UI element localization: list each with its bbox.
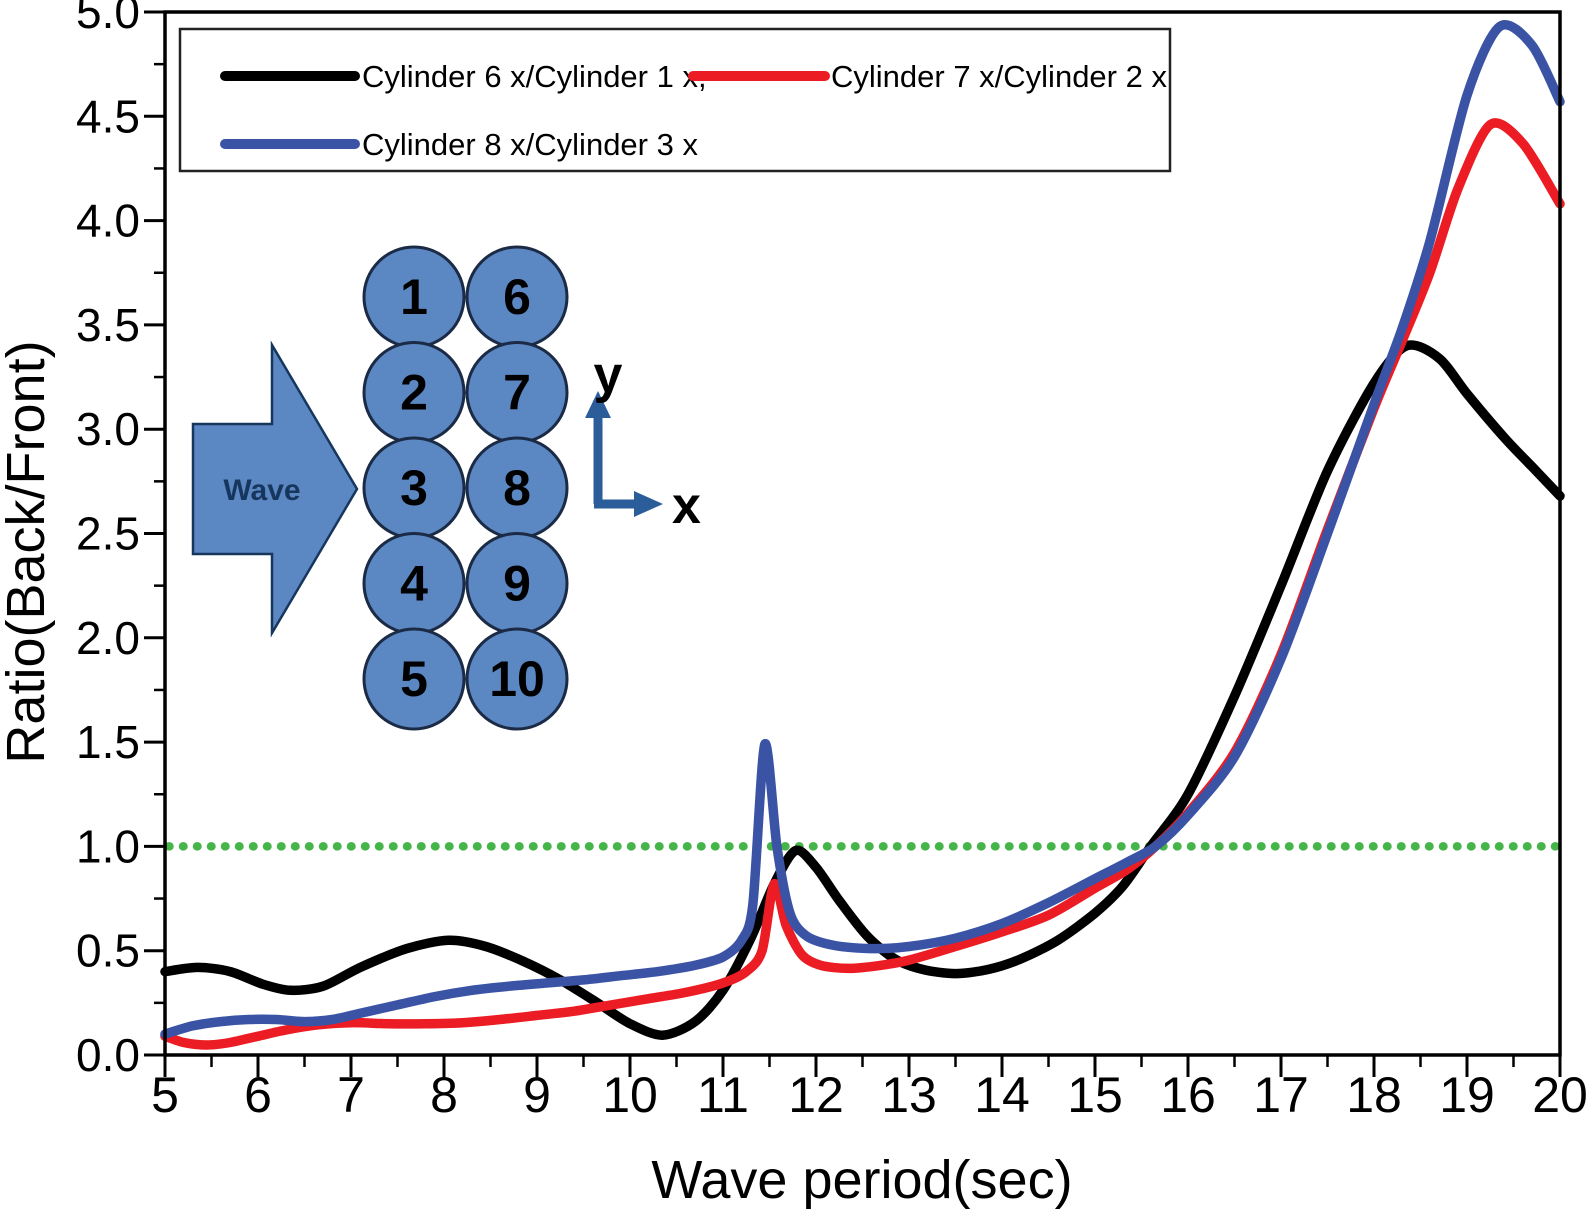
axis-ticks — [144, 10, 1562, 1077]
x-tick-label: 16 — [1160, 1067, 1216, 1123]
x-tick-label: 14 — [974, 1067, 1030, 1123]
series-curve-black — [160, 340, 1565, 1040]
y-tick-label: 1.0 — [76, 820, 140, 872]
x-tick-label: 9 — [523, 1067, 551, 1123]
y-tick-label: 2.0 — [76, 612, 140, 664]
x-tick-label: 12 — [788, 1067, 844, 1123]
legend-label: Cylinder 6 x/Cylinder 1 x, — [362, 59, 707, 94]
x-tick-label: 10 — [602, 1067, 658, 1123]
x-tick-label: 19 — [1439, 1067, 1495, 1123]
y-tick-label: 4.0 — [76, 195, 140, 247]
plot-frame — [163, 10, 1562, 1057]
inset-cylinder: 5 — [362, 627, 466, 731]
inset-cylinder: 2 — [362, 341, 466, 444]
series-curve-blue — [160, 20, 1565, 1039]
inset-cylinder: 3 — [362, 436, 466, 540]
wave-arrow — [191, 340, 359, 638]
x-tick-label: 6 — [244, 1067, 272, 1123]
cylinder-number: 3 — [400, 460, 428, 516]
legend-box: Cylinder 6 x/Cylinder 1 x, Cylinder 7 x/C… — [178, 27, 1172, 173]
legend-label: Cylinder 7 x/Cylinder 2 x — [831, 59, 1167, 94]
legend-entry: Cylinder 7 x/Cylinder 2 x — [688, 59, 1167, 94]
wave-arrow-label: Wave — [223, 474, 300, 507]
inset-cylinder: 6 — [465, 245, 569, 349]
inset-coordinate-axes: yx — [585, 346, 701, 535]
y-tick-label: 3.0 — [76, 403, 140, 455]
y-tick-label: 0.5 — [76, 925, 140, 977]
legend-label: Cylinder 8 x/Cylinder 3 x — [362, 127, 698, 162]
x-axis-title: Wave period(sec) — [651, 1150, 1072, 1210]
x-tick-label: 7 — [337, 1067, 365, 1123]
inset-cylinder: 7 — [465, 341, 569, 444]
inset-y-arrowhead — [585, 391, 611, 418]
cylinder-circle — [362, 627, 466, 731]
cylinder-number: 9 — [503, 556, 531, 612]
y-tick-label: 4.5 — [76, 90, 140, 142]
x-tick-label: 8 — [430, 1067, 458, 1123]
cylinder-number: 6 — [503, 269, 531, 325]
x-tick-label: 5 — [151, 1067, 179, 1123]
legend-entry: Cylinder 6 x/Cylinder 1 x, — [220, 59, 707, 94]
cylinder-number: 7 — [503, 365, 531, 421]
inset-y-axis-label: y — [594, 346, 623, 404]
cylinder-number: 5 — [400, 651, 428, 707]
cylinder-circle — [465, 627, 569, 731]
inset-cylinder: 10 — [465, 627, 569, 731]
y-axis-title: Ratio(Back/Front) — [0, 340, 56, 763]
legend-entry: Cylinder 8 x/Cylinder 3 x — [220, 127, 698, 162]
cylinder-number: 10 — [489, 651, 545, 707]
cylinder-number: 2 — [400, 365, 428, 421]
y-tick-label: 3.5 — [76, 299, 140, 351]
x-tick-label: 13 — [881, 1067, 937, 1123]
inset-cylinder: 8 — [465, 436, 569, 540]
y-tick-label: 2.5 — [76, 508, 140, 560]
inset-cylinder: 4 — [362, 532, 466, 635]
cylinder-number: 4 — [400, 556, 428, 612]
x-tick-label: 11 — [697, 1067, 749, 1123]
y-tick-label: 1.5 — [76, 716, 140, 768]
inset-cylinder: 9 — [465, 532, 569, 635]
inset-cylinder: 1 — [362, 245, 466, 349]
x-tick-labels: 5 6 7 8 9 10 11 12 13 14 15 16 17 18 19 20 — [151, 1067, 1586, 1123]
x-tick-label: 17 — [1253, 1067, 1309, 1123]
x-tick-label: 15 — [1067, 1067, 1123, 1123]
cylinder-number: 1 — [400, 269, 428, 325]
inset-x-arrowhead — [634, 491, 663, 517]
x-tick-label: 20 — [1532, 1067, 1586, 1123]
inset-x-axis-label: x — [672, 477, 701, 535]
y-tick-label: 5.0 — [76, 0, 140, 38]
cylinder-number: 8 — [503, 460, 531, 516]
x-tick-label: 18 — [1346, 1067, 1402, 1123]
y-tick-label: 0.0 — [76, 1029, 140, 1081]
y-tick-labels: 0.0 0.5 1.0 1.5 2.0 2.5 3.0 3.5 4.0 4.5 5.0 — [76, 0, 140, 1081]
